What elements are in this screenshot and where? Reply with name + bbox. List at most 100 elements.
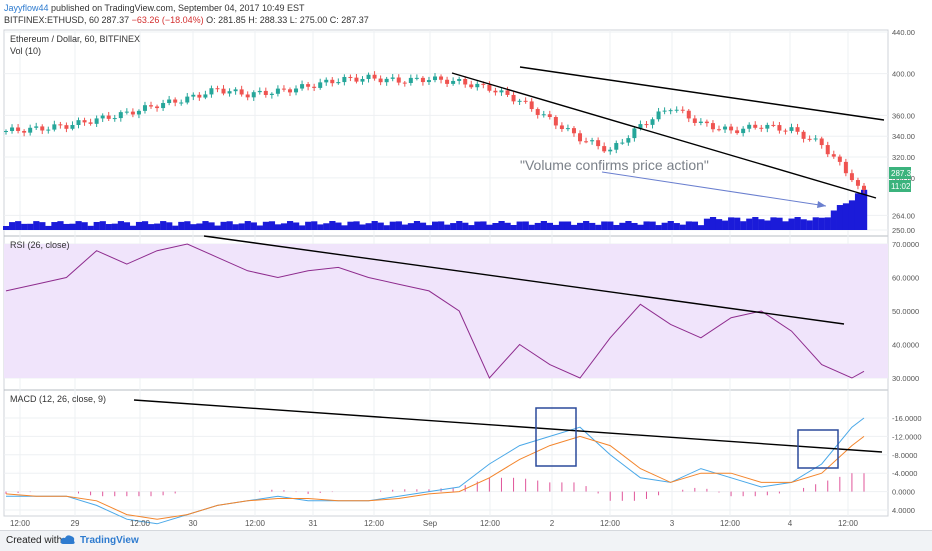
candle-body — [783, 130, 788, 132]
volume-bar — [722, 220, 729, 230]
candle-body — [723, 126, 728, 130]
candle-body — [402, 82, 407, 84]
candle-body — [753, 124, 758, 128]
candle-body — [306, 84, 311, 87]
x-tick-label: 12:00 — [130, 519, 151, 528]
volume-bar — [341, 225, 348, 230]
candle-body — [94, 118, 99, 124]
tradingview-brand[interactable]: TradingView — [80, 535, 139, 546]
volume-bar — [123, 222, 131, 230]
macd-axis-labels: 4.0000 0.0000 -4.0000 -8.0000 -12.0000 -16.00… — [892, 414, 922, 515]
y-tick-label: 70.0000 — [892, 240, 919, 249]
candle-body — [88, 122, 93, 124]
volume-bar — [432, 221, 439, 230]
candle-body — [710, 123, 715, 130]
candle-body — [312, 86, 317, 88]
y-tick-label: 60.0000 — [892, 274, 919, 283]
candle-body — [517, 100, 522, 102]
volume-bar — [105, 224, 112, 230]
candle-body — [704, 121, 709, 124]
y-tick-label: 0.0000 — [892, 488, 915, 497]
candle-body — [257, 90, 262, 93]
volume-bar — [317, 224, 324, 230]
volume-bar — [202, 221, 209, 230]
rsi-pane-title: RSI (26, close) — [10, 240, 70, 250]
created-with-text: Created with — [6, 535, 63, 546]
candle-body — [849, 173, 854, 181]
author-name[interactable]: Jayyflow44 — [4, 3, 49, 13]
volume-bar — [601, 221, 608, 230]
volume-bar — [311, 221, 318, 230]
x-tick-label: 12:00 — [720, 519, 741, 528]
candle-body — [674, 109, 679, 111]
volume-bar — [323, 223, 330, 230]
candle-body — [197, 94, 202, 98]
candle-body — [837, 156, 842, 162]
x-tick-label: 2 — [550, 519, 555, 528]
rsi-band — [4, 244, 888, 378]
volume-bar — [570, 224, 578, 230]
candle-body — [16, 127, 21, 131]
candle-body — [269, 93, 274, 95]
candle-body — [741, 128, 746, 134]
candle-body — [324, 79, 329, 83]
volume-bar — [39, 222, 46, 230]
volume-bar — [111, 223, 118, 230]
volume-bar — [268, 221, 276, 230]
candle-body — [620, 142, 625, 144]
volume-bar — [141, 221, 149, 230]
y-tick-label: 30.0000 — [892, 374, 919, 383]
rsi-trendline — [203, 235, 845, 325]
volume-bar — [63, 223, 70, 230]
volume-bar — [256, 225, 263, 230]
candle-body — [354, 77, 359, 82]
candle-body — [578, 133, 583, 142]
volume-bar — [347, 221, 354, 230]
volume-bar — [232, 224, 239, 230]
volume-bar — [444, 224, 451, 230]
volume-bar — [619, 222, 626, 230]
x-tick-label: 12:00 — [600, 519, 621, 528]
volume-bar — [577, 222, 584, 230]
volume-bar — [51, 222, 58, 230]
volume-bar — [661, 222, 668, 230]
lower-wedge-trendline — [451, 72, 877, 199]
x-tick-label: 12:00 — [480, 519, 501, 528]
volume-bar — [679, 224, 686, 230]
candle-body — [360, 78, 365, 82]
volume-bar — [703, 218, 711, 230]
y-tick-label: 4.0000 — [892, 506, 915, 515]
x-tick-label: 12:00 — [10, 519, 31, 528]
volume-bar — [450, 223, 457, 230]
y-tick-label: 440.00 — [892, 28, 915, 37]
candle-body — [469, 84, 474, 88]
candle-body — [233, 89, 238, 92]
volume-bar — [419, 222, 427, 230]
candle-body — [287, 89, 292, 93]
volume-bar — [691, 221, 699, 230]
candle-body — [855, 180, 860, 186]
volume-bar — [468, 225, 475, 230]
volume-bar — [510, 224, 517, 230]
volume-bar — [371, 221, 378, 230]
volume-bar — [383, 225, 390, 230]
candle-body — [136, 110, 141, 115]
volume-bar — [842, 203, 850, 230]
volume-bar — [365, 223, 372, 230]
volume-bar — [329, 221, 336, 230]
candle-body — [179, 102, 184, 104]
y-tick-label: 250.00 — [892, 226, 915, 235]
volume-bar — [637, 224, 644, 230]
volume-bar — [377, 222, 384, 230]
candle-body — [318, 82, 323, 88]
volume-bar — [715, 219, 723, 230]
chart-header: Jayyflow44 published on TradingView.com,… — [4, 2, 704, 28]
candle-body — [106, 115, 111, 119]
volume-bar — [305, 221, 312, 230]
price-text: 287.37 — [101, 15, 130, 25]
volume-bar — [746, 218, 753, 230]
volume-bar — [15, 221, 22, 230]
volume-bar — [69, 223, 76, 230]
candle-body — [173, 99, 178, 103]
x-tick-label: 12:00 — [364, 519, 385, 528]
